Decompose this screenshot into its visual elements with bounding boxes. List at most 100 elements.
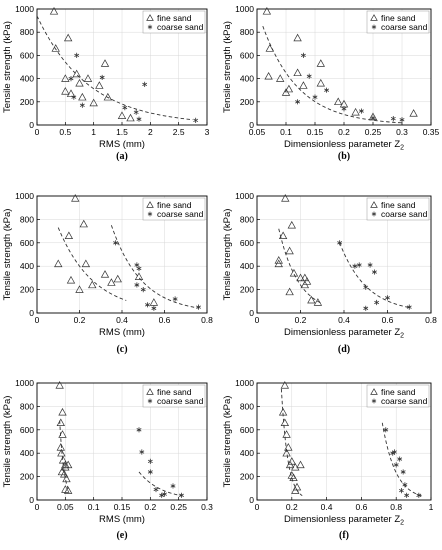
coarse-sand-point — [196, 304, 201, 310]
fit-curve — [262, 25, 403, 124]
fine-sand-point — [282, 430, 291, 438]
coarse-sand-point — [404, 492, 410, 498]
y-axis-label: Tensile strength (kPa) — [2, 209, 13, 301]
legend-label: fine sand — [381, 13, 416, 23]
coarse-sand-point — [151, 305, 157, 311]
fine-sand-point — [278, 231, 288, 240]
x-tick-label: 0.8 — [390, 502, 402, 512]
coarse-sand-point — [402, 482, 408, 488]
x-tick-label: 0.6 — [355, 502, 367, 512]
fine-sand-point — [284, 84, 294, 93]
fine-sand-point — [60, 469, 69, 478]
y-tick-label: 600 — [240, 238, 254, 248]
fine-sand-point — [56, 418, 65, 427]
panel-label: (b) — [338, 151, 350, 162]
coarse-sand-point — [416, 492, 422, 498]
y-tick-label: 0 — [29, 495, 34, 505]
x-tick-label: 0.25 — [170, 502, 187, 512]
x-tick-label: 2 — [148, 127, 153, 137]
coarse-sand-point — [399, 117, 405, 123]
y-tick-label: 200 — [240, 472, 254, 482]
x-axis-label-subscript: 2 — [400, 520, 404, 527]
x-tick-label: 0.05 — [57, 502, 74, 512]
coarse-sand-point — [79, 102, 85, 108]
legend-label: coarse sand — [381, 396, 428, 406]
fit-curve — [381, 422, 423, 497]
y-tick-label: 400 — [20, 74, 34, 84]
fine-sand-point — [63, 33, 73, 42]
y-axis-label: Tensile strength (kPa) — [222, 21, 233, 113]
legend-label: fine sand — [381, 200, 416, 210]
fine-sand-point — [79, 219, 88, 228]
x-tick-label: 0.1 — [88, 502, 100, 512]
fine-sand-point — [58, 455, 68, 464]
fine-sand-point — [289, 268, 299, 277]
coarse-sand-point — [374, 299, 380, 306]
fine-sand-point — [126, 113, 135, 122]
fine-sand-point — [280, 381, 290, 389]
x-tick-label: 1 — [91, 127, 96, 137]
legend-triangle-icon — [146, 201, 154, 208]
coarse-sand-point — [134, 262, 140, 268]
x-tick-label: 0.6 — [159, 315, 171, 325]
fine-sand-point — [334, 97, 343, 106]
x-tick-label: 2.5 — [173, 127, 185, 137]
fit-curve — [278, 228, 323, 305]
fine-sand-point — [57, 448, 66, 457]
fine-sand-point — [63, 460, 73, 469]
x-tick-label: 0 — [35, 502, 40, 512]
y-tick-label: 0 — [29, 308, 34, 318]
coarse-sand-point — [136, 265, 142, 272]
legend-asterisk-icon — [371, 398, 377, 404]
fine-sand-point — [289, 473, 298, 481]
fine-sand-point — [296, 460, 305, 469]
legend-box — [142, 384, 206, 408]
x-tick-label: 0.2 — [295, 315, 307, 325]
coarse-sand-point — [352, 263, 358, 269]
fine-sand-point — [264, 71, 273, 80]
y-tick-label: 600 — [20, 50, 34, 60]
chart-panel-d: 0 0.2 0.4 0.6 0.8 0 200 400 600 800 1000 Dimensionl… — [222, 191, 437, 355]
x-tick-label: 0.35 — [423, 127, 440, 137]
coarse-sand-point — [140, 287, 146, 293]
x-tick-label: 0.8 — [201, 315, 213, 325]
fit-curve — [110, 225, 199, 309]
legend-box — [142, 197, 206, 221]
x-tick-label: 0.2 — [144, 502, 156, 512]
coarse-sand-point — [142, 81, 148, 87]
x-tick-label: 0.2 — [286, 502, 298, 512]
fine-sand-point — [276, 74, 285, 82]
x-tick-label: 0.5 — [59, 127, 71, 137]
chart-panel-e: 0 0.05 0.1 0.15 0.2 0.25 0.3 0 200 400 600 800 1000 R… — [2, 378, 213, 541]
coarse-sand-point — [179, 492, 184, 498]
y-tick-label: 400 — [20, 261, 34, 271]
y-axis-label: Tensile strength (kPa) — [2, 21, 13, 113]
fine-sand-point — [316, 78, 325, 87]
y-tick-label: 0 — [249, 120, 254, 130]
fine-sand-point — [280, 418, 290, 427]
fine-sand-point — [262, 6, 272, 15]
fine-sand-point — [300, 273, 310, 282]
coarse-sand-point — [133, 109, 139, 115]
coarse-sand-point — [397, 456, 403, 462]
fine-sand-point — [296, 273, 305, 282]
legend-triangle-icon — [370, 201, 378, 208]
fine-sand-point — [56, 443, 65, 451]
fine-sand-point — [100, 59, 110, 67]
coarse-sand-point — [363, 284, 369, 290]
legend-label: fine sand — [157, 200, 192, 210]
coarse-sand-point — [71, 94, 77, 100]
fine-sand-point — [316, 59, 325, 67]
fine-sand-point — [61, 74, 70, 82]
x-tick-label: 1.5 — [116, 127, 128, 137]
fine-sand-point — [54, 259, 63, 268]
legend-label: coarse sand — [381, 209, 428, 219]
coarse-sand-point — [363, 305, 369, 311]
x-tick-label: 0 — [255, 315, 260, 325]
coarse-sand-point — [383, 427, 389, 433]
fine-sand-point — [89, 98, 98, 107]
coarse-sand-point — [324, 87, 330, 93]
legend-triangle-icon — [146, 14, 154, 21]
coarse-sand-point — [122, 105, 128, 111]
